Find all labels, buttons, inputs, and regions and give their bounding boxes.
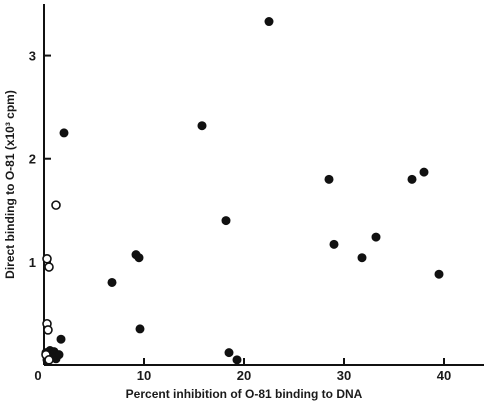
data-point-filled	[434, 269, 444, 279]
data-point-filled	[56, 334, 66, 344]
x-axis-label: Percent inhibition of O-81 binding to DN…	[126, 387, 363, 401]
data-point-open	[44, 262, 54, 272]
data-point-filled	[407, 174, 417, 184]
x-tick-label: 30	[337, 368, 351, 383]
x-tick-label: 10	[137, 368, 151, 383]
y-tick-label: 2	[29, 152, 36, 167]
data-point-filled	[107, 277, 117, 287]
data-point-filled	[59, 128, 69, 138]
y-ticks: 1 2 3	[29, 49, 51, 270]
data-point-filled	[221, 216, 231, 226]
data-point-open	[42, 253, 52, 264]
data-point-open	[51, 200, 61, 210]
data-point-filled	[134, 253, 144, 263]
data-point-filled	[232, 355, 242, 365]
data-point-filled	[371, 232, 381, 242]
data-point-filled	[135, 324, 145, 334]
x-tick-label: 40	[437, 368, 451, 383]
y-tick-label: 1	[29, 255, 36, 270]
y-tick-label: 3	[29, 49, 36, 64]
data-point-filled	[197, 121, 207, 131]
x-tick-label: 20	[237, 368, 251, 383]
data-point-filled	[54, 350, 64, 360]
y-axis-label: Direct binding to O-81 (x10³ cpm)	[3, 90, 17, 279]
x-tick-label: 0	[34, 368, 41, 383]
data-points	[41, 17, 444, 365]
data-point-filled	[419, 167, 429, 177]
data-point-filled	[329, 239, 339, 249]
x-ticks: 0 10 20 30 40	[34, 358, 451, 383]
plot-area: 0 10 20 30 40 1 2 3	[29, 4, 484, 383]
data-point-open	[44, 355, 54, 365]
data-point-open	[43, 325, 53, 335]
data-point-filled	[224, 348, 234, 358]
data-point-filled	[324, 174, 334, 184]
data-point-filled	[264, 17, 274, 27]
data-point-filled	[357, 253, 367, 263]
